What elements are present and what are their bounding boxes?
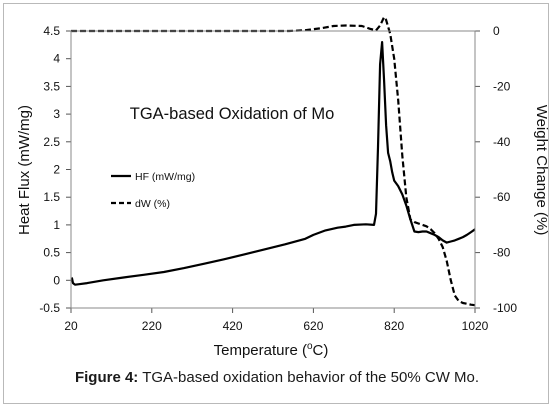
y-tick-label: 0	[53, 273, 60, 287]
y-tick-label: 3	[53, 107, 60, 121]
y-tick-label: 4.5	[43, 24, 60, 38]
y2-tick-label: -20	[493, 79, 511, 93]
y-tick-label: -0.5	[39, 301, 60, 315]
series-line-dw	[71, 16, 476, 307]
y-tick-label: 1.5	[43, 190, 60, 204]
chart-title: TGA-based Oxidation of Mo	[130, 105, 335, 123]
x-tick-label: 1020	[462, 319, 489, 333]
caption-label: Figure 4:	[74, 369, 139, 386]
y-tick-label: 2	[53, 163, 60, 177]
y2-tick-label: -80	[493, 246, 511, 260]
y-tick-label: 1	[53, 218, 60, 232]
y2-axis-label: Weight Change (%)	[533, 105, 550, 236]
x-axis-label-end: C)	[313, 342, 329, 359]
plot-area: 20 220 420 620 820 1020 -0.5 0 0.5 1 1.5 2 2.5 3 3.5 4 4…	[39, 16, 517, 333]
x-axis-label-main: Temperature (	[214, 342, 307, 359]
x-tick-label: 820	[384, 319, 404, 333]
y-tick-label: 3.5	[43, 79, 60, 93]
figure-caption: Figure 4: TGA-based oxidation behavior o…	[0, 369, 554, 386]
y2-tick-label: 0	[493, 24, 500, 38]
figure-frame	[3, 3, 549, 404]
plot-border	[70, 30, 476, 309]
y2-tick-label: -40	[493, 135, 511, 149]
legend-label-dw: dW (%)	[135, 198, 170, 210]
x-axis-label: Temperature (oC)	[214, 341, 329, 359]
y-tick-label: 4	[53, 52, 60, 66]
y2-tick-label: -60	[493, 190, 511, 204]
y-tick-label: 2.5	[43, 135, 60, 149]
legend: HF (mW/mg) dW (%)	[111, 171, 195, 210]
y-axis-label: Heat Flux (mW/mg)	[16, 105, 33, 235]
x-axis-label-superscript: o	[307, 341, 313, 352]
caption-text: TGA-based oxidation behavior of the 50% …	[138, 369, 480, 386]
legend-label-hf: HF (mW/mg)	[135, 171, 195, 183]
x-tick-label: 220	[142, 319, 162, 333]
x-tick-label: 20	[64, 319, 78, 333]
y-tick-label: 0.5	[43, 246, 60, 260]
x-tick-label: 420	[223, 319, 243, 333]
y2-tick-label: -100	[493, 301, 517, 315]
x-tick-label: 620	[303, 319, 323, 333]
series-line-hf	[70, 40, 476, 286]
